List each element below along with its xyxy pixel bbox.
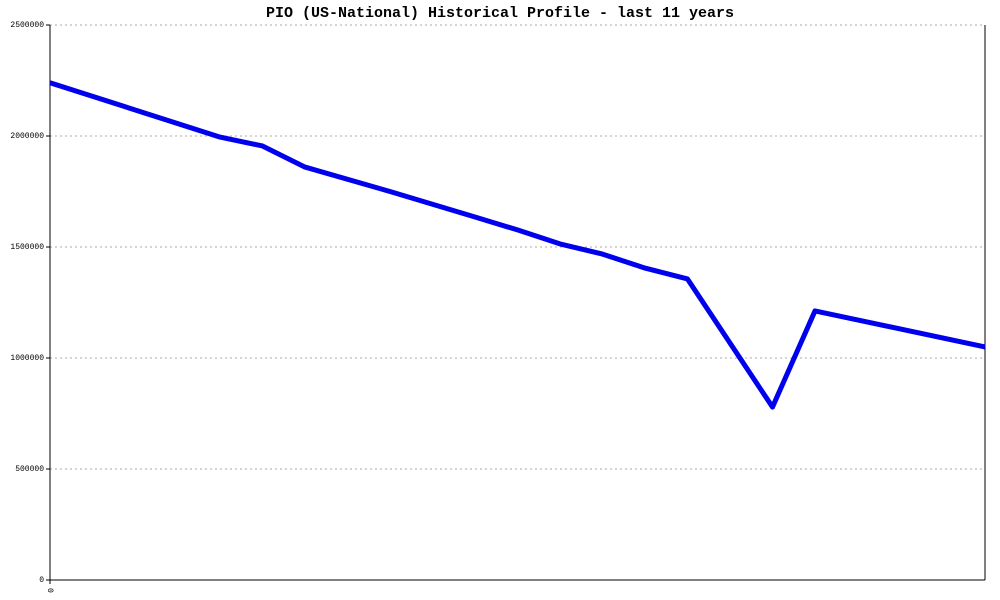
y-tick-label: 500000: [15, 465, 44, 474]
y-tick-label: 2000000: [10, 132, 44, 141]
y-tick-label: 1000000: [10, 354, 44, 363]
y-tick-label: 0: [39, 576, 44, 585]
data-line: [49, 80, 986, 410]
x-tick-label: 0: [45, 588, 54, 593]
y-tick-label: 2500000: [10, 21, 44, 30]
chart-title: PIO (US-National) Historical Profile - l…: [266, 5, 734, 22]
y-tick-label: 1500000: [10, 243, 44, 252]
